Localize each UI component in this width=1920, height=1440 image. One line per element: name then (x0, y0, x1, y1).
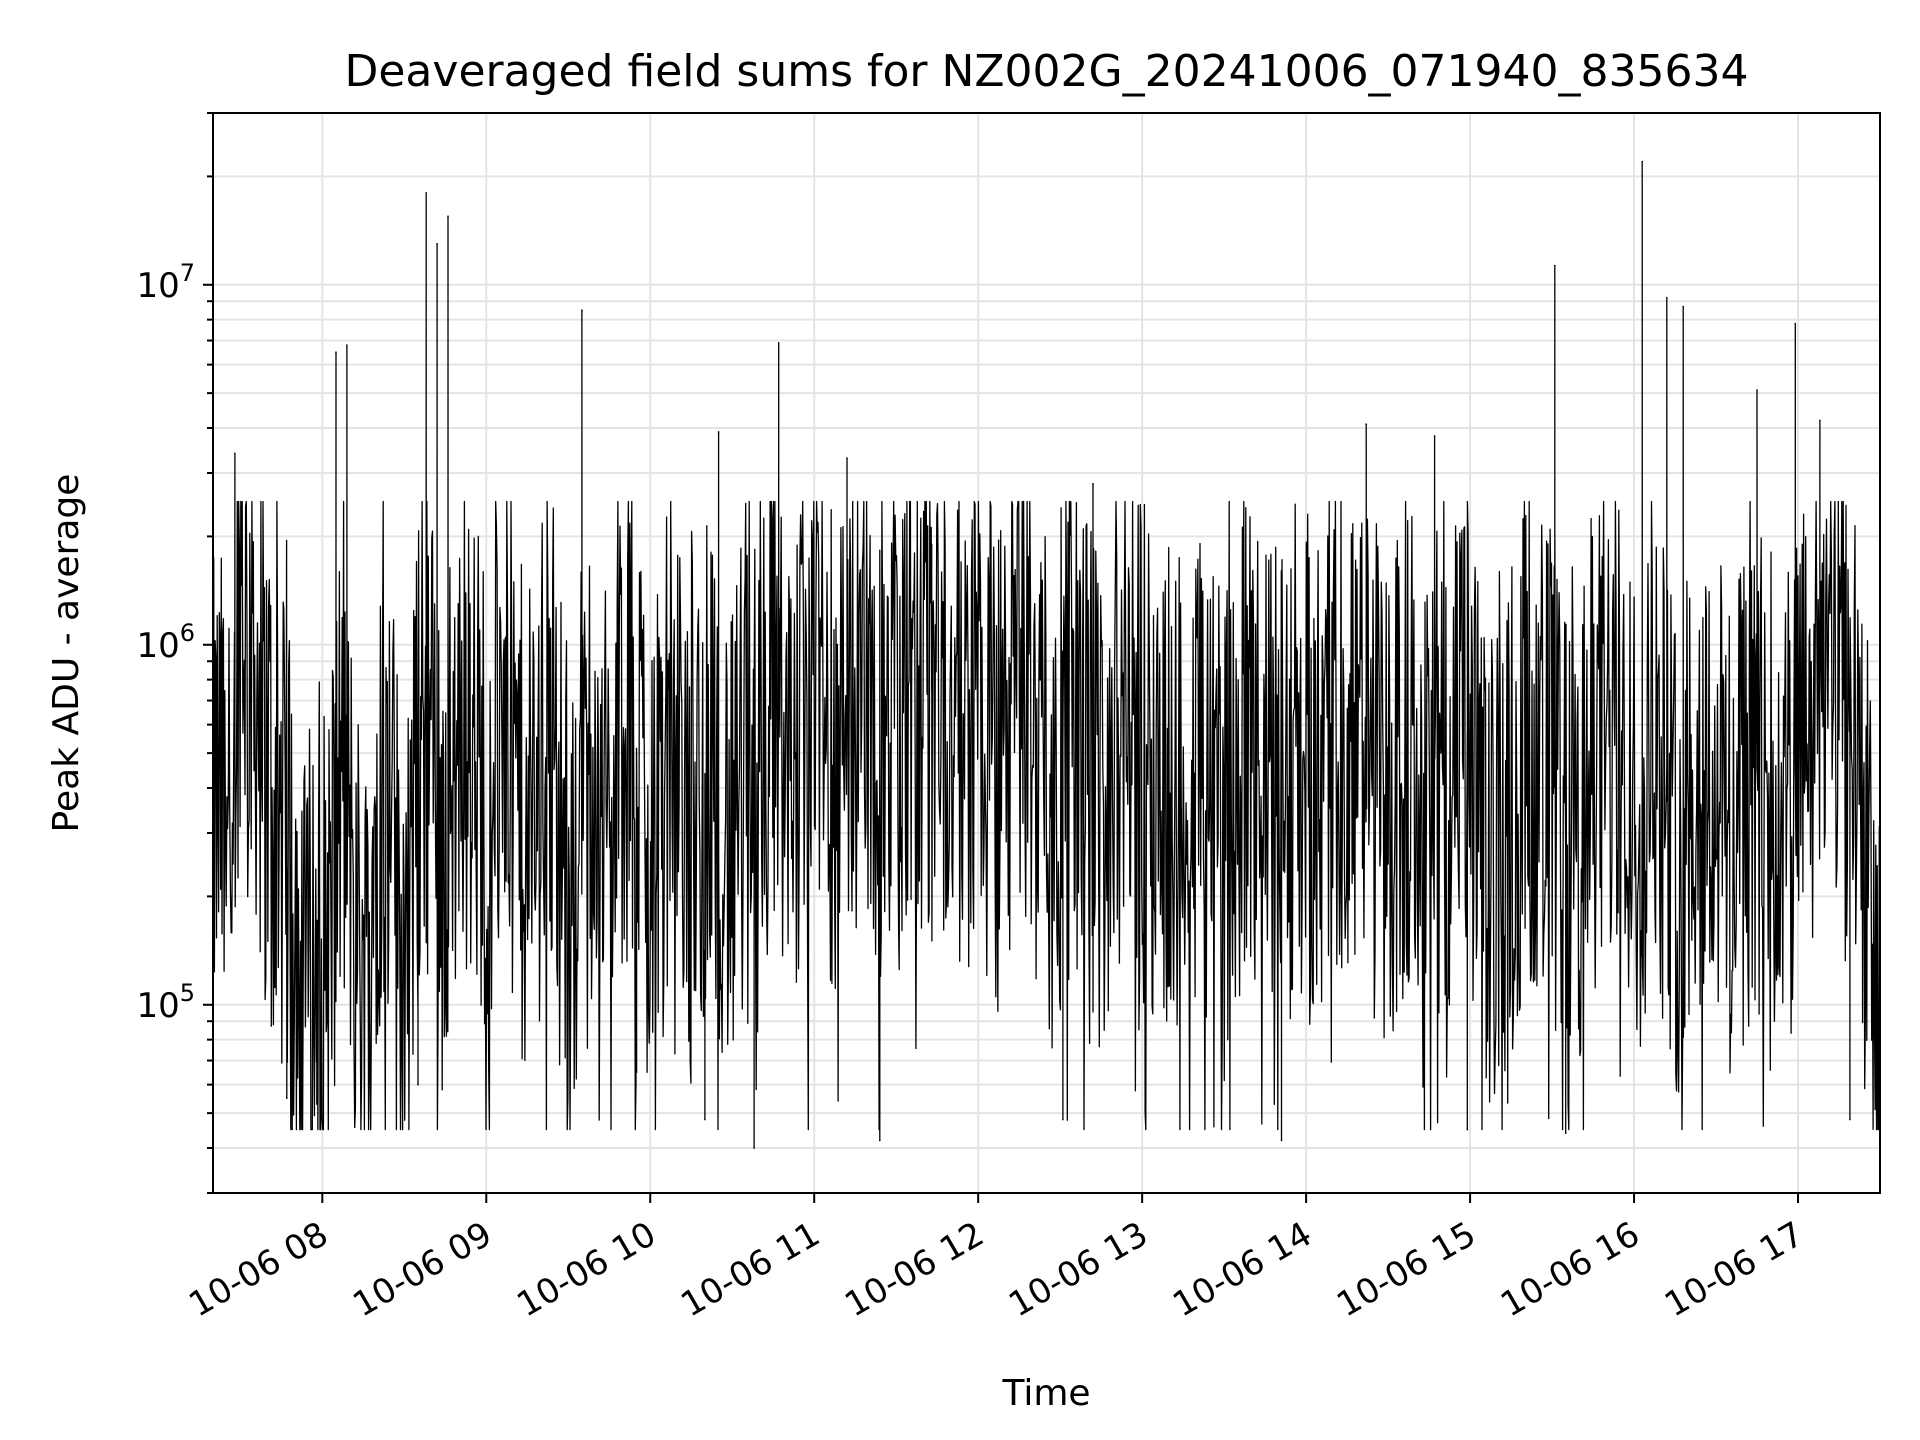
x-tick-label: 10-06 13 (1002, 1214, 1154, 1325)
x-tick-label: 10-06 09 (346, 1214, 498, 1325)
x-axis-label: Time (1001, 1373, 1090, 1414)
trough-point (1062, 1118, 1064, 1121)
peak-point (346, 344, 348, 346)
trough-point (753, 1147, 755, 1149)
peak-point (777, 341, 780, 344)
peak-point (1794, 322, 1797, 325)
x-tick-label: 10-06 10 (510, 1214, 662, 1325)
peak-point (1756, 389, 1758, 391)
x-tick-label: 10-06 16 (1494, 1214, 1646, 1325)
peak-point (436, 242, 438, 245)
trough-point (1280, 1139, 1283, 1142)
x-tick-label: 10-06 17 (1658, 1214, 1810, 1325)
x-tick-label: 10-06 12 (838, 1214, 990, 1325)
plot-area (212, 160, 1881, 1149)
x-tick-label: 10-06 14 (1166, 1214, 1318, 1325)
peak-point (335, 351, 337, 353)
peak-point (1666, 297, 1668, 299)
series-line (212, 160, 1881, 1149)
x-tick-label: 10-06 15 (1330, 1214, 1482, 1325)
peak-point (447, 215, 449, 218)
peak-point (717, 431, 720, 433)
trough-point (1564, 1132, 1567, 1134)
peak-point (581, 309, 583, 311)
trough-point (1849, 1118, 1851, 1121)
x-tick-label: 10-06 11 (674, 1214, 826, 1325)
trough-point (417, 1083, 419, 1086)
peak-point (234, 452, 236, 455)
y-tick-label: 106 (136, 619, 195, 666)
peak-point (1092, 482, 1094, 485)
trough-point (879, 1139, 881, 1142)
trough-point (704, 1118, 706, 1121)
peak-point (1682, 305, 1685, 308)
peak-point (1819, 419, 1821, 422)
trough-point (285, 1097, 288, 1100)
y-tick-label: 105 (136, 979, 195, 1026)
plot-frame (212, 112, 1881, 1194)
peak-point (846, 457, 848, 459)
y-tick-label: 107 (136, 259, 195, 306)
peak-point (930, 543, 933, 546)
peak-point (1553, 264, 1556, 267)
chart-title: Deaveraged field sums for NZ002G_2024100… (344, 46, 1748, 97)
trough-point (316, 1103, 318, 1105)
peak-point (1433, 435, 1436, 437)
x-tick-label: 10-06 08 (182, 1214, 334, 1325)
trough-point (635, 1071, 638, 1073)
peak-point (1641, 160, 1644, 163)
trough-point (1466, 1128, 1469, 1131)
y-axis-label: Peak ADU - average (46, 474, 87, 833)
peak-point (425, 192, 427, 194)
peak-point (1365, 423, 1368, 425)
